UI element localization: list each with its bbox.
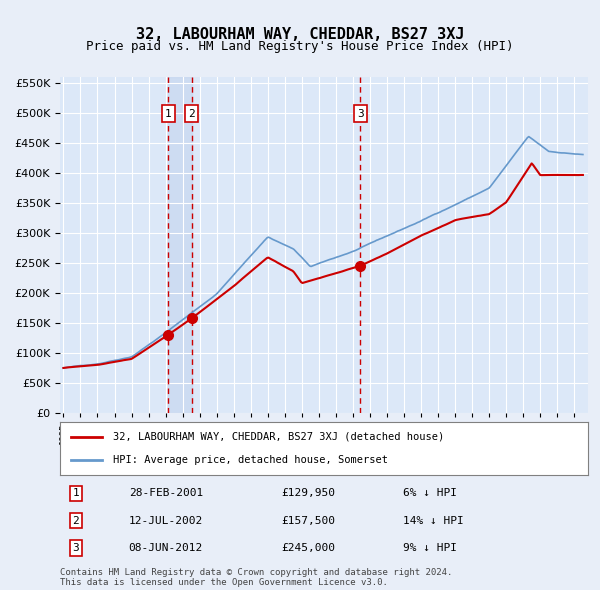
Text: 14% ↓ HPI: 14% ↓ HPI: [403, 516, 464, 526]
Text: 3: 3: [73, 543, 79, 553]
Text: 2: 2: [73, 516, 79, 526]
Text: 32, LABOURHAM WAY, CHEDDAR, BS27 3XJ: 32, LABOURHAM WAY, CHEDDAR, BS27 3XJ: [136, 27, 464, 41]
Text: 1: 1: [165, 109, 172, 119]
Text: £129,950: £129,950: [282, 489, 336, 499]
Text: 12-JUL-2002: 12-JUL-2002: [128, 516, 203, 526]
Text: 9% ↓ HPI: 9% ↓ HPI: [403, 543, 457, 553]
Bar: [169, 77, 191, 413]
Text: 6% ↓ HPI: 6% ↓ HPI: [403, 489, 457, 499]
Text: This data is licensed under the Open Government Licence v3.0.: This data is licensed under the Open Gov…: [60, 578, 388, 587]
Text: 28-FEB-2001: 28-FEB-2001: [128, 489, 203, 499]
Text: £157,500: £157,500: [282, 516, 336, 526]
Text: £245,000: £245,000: [282, 543, 336, 553]
Text: 1: 1: [73, 489, 79, 499]
Text: 3: 3: [357, 109, 364, 119]
Text: Contains HM Land Registry data © Crown copyright and database right 2024.: Contains HM Land Registry data © Crown c…: [60, 568, 452, 576]
Text: 08-JUN-2012: 08-JUN-2012: [128, 543, 203, 553]
Text: HPI: Average price, detached house, Somerset: HPI: Average price, detached house, Some…: [113, 455, 388, 465]
Text: 2: 2: [188, 109, 195, 119]
Text: Price paid vs. HM Land Registry's House Price Index (HPI): Price paid vs. HM Land Registry's House …: [86, 40, 514, 53]
Text: 32, LABOURHAM WAY, CHEDDAR, BS27 3XJ (detached house): 32, LABOURHAM WAY, CHEDDAR, BS27 3XJ (de…: [113, 432, 444, 442]
